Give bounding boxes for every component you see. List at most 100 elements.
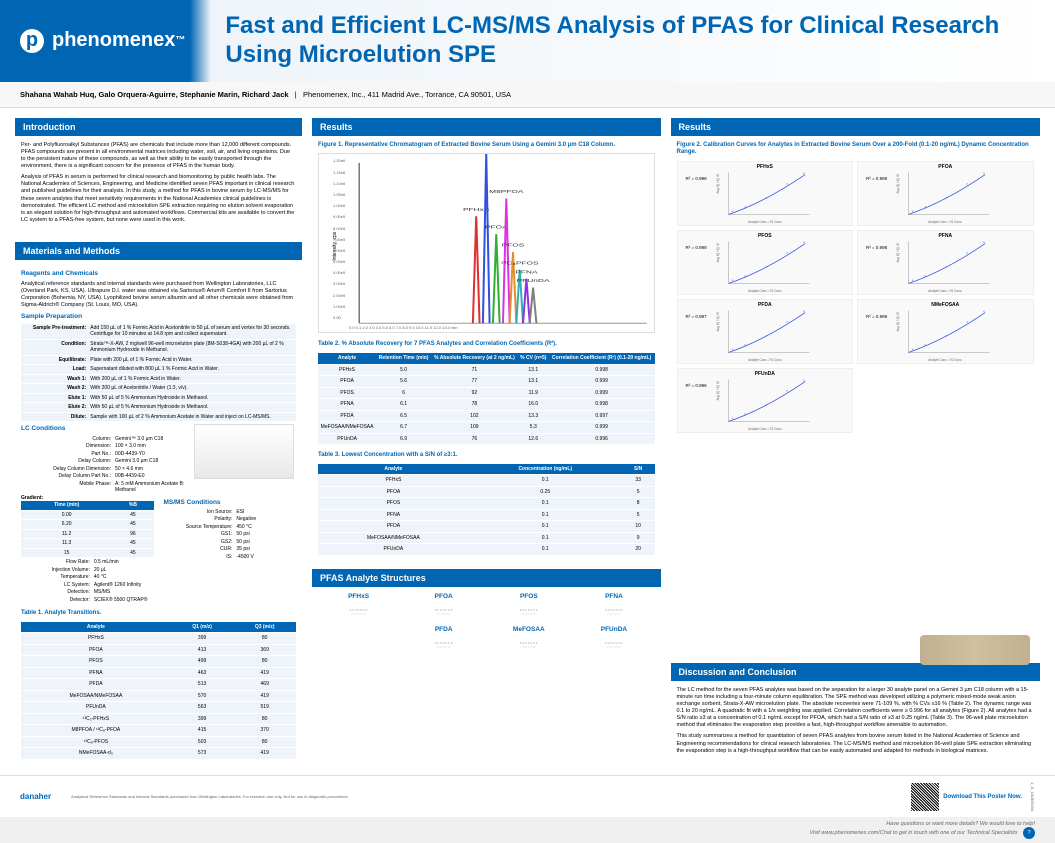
svg-text:×: × [765,403,767,407]
svg-text:×: × [924,343,926,347]
svg-text:PFNA: PFNA [515,270,538,275]
results2-section: Results Figure 2. Calibration Curves for… [671,118,1040,440]
help-link[interactable]: Visit www.phenomenex.com/Chat to get in … [810,830,1018,836]
results2-header: Results [671,118,1040,136]
structure-item: PFUnDAF F F F F F F⟋⟍⟋⟍⟋⟍⟋ [573,626,654,655]
svg-text:×: × [912,210,914,214]
svg-text:×: × [803,241,805,245]
brand-name: phenomenex [52,29,175,52]
discussion-section: Discussion and Conclusion The LC method … [671,663,1040,765]
svg-text:Analyte Conc. / IS Conc.: Analyte Conc. / IS Conc. [748,289,782,293]
fig1-caption: Figure 1. Representative Chromatogram of… [318,142,655,150]
fig2-caption: Figure 2. Calibration Curves for Analyte… [677,142,1034,158]
product-plate-image [194,424,294,479]
structure-item: PFOSF F F F F F F⟋⟍⟋⟍⟋⟍⟋ [488,593,569,622]
intro-header: Introduction [15,118,302,136]
recovery-table: AnalyteRetention Time (min)% Absolute Re… [318,353,655,444]
svg-text:×: × [765,334,767,338]
svg-text:×: × [731,279,733,283]
condition-row: Part No.:00D-4439-Y0 [21,451,192,458]
hplc-column-image [920,635,1030,665]
svg-text:×: × [786,251,788,255]
chrom-xaxis: 0.0 0.1 2.0 3.0 4.0 5.0 6.0 7.0 8.0 9.0 … [349,325,650,330]
svg-text:Avg IQ / IQ IS: Avg IQ / IQ IS [716,312,720,331]
svg-text:×: × [983,310,985,314]
svg-text:Analyte Conc. / IS Conc.: Analyte Conc. / IS Conc. [748,427,782,431]
logo-icon: p [20,29,44,53]
condition-row: GS1:50 psi [164,531,297,538]
sample-prep-row: Sample Pre-treatment:Add 150 µL of 1 % F… [21,324,296,339]
condition-row: Polarity:Negative [164,516,297,523]
reagents-heading: Reagents and Chemicals [21,270,296,278]
reagents-text: Analytical reference standards and inter… [21,281,296,310]
svg-text:M8PFOA: M8PFOA [489,190,524,195]
qr-download[interactable]: Download This Poster Now. [911,783,1022,811]
svg-text:Analyte Conc. / IS Conc.: Analyte Conc. / IS Conc. [748,358,782,362]
calibration-curve: PFUnDAR² = 0.996 × × × × × Analyte Conc.… [677,368,854,433]
discussion-para2: This study summarizes a method for quant… [677,733,1034,754]
svg-text:×: × [731,210,733,214]
svg-text:×: × [983,241,985,245]
doc-number: 1_S_191855194 [1030,782,1035,811]
svg-text:×: × [803,379,805,383]
svg-text:Analyte Conc. / IS Conc.: Analyte Conc. / IS Conc. [928,289,962,293]
condition-row: Detection:MS/MS [21,589,154,596]
svg-text:Analyte Conc. / IS Conc.: Analyte Conc. / IS Conc. [928,358,962,362]
svg-text:×: × [744,412,746,416]
svg-text:×: × [945,196,947,200]
svg-text:×: × [731,348,733,352]
svg-text:×: × [945,265,947,269]
svg-text:×: × [765,196,767,200]
svg-text:×: × [765,265,767,269]
svg-text:Analyte Conc. / IS Conc.: Analyte Conc. / IS Conc. [928,220,962,224]
sample-prep-row: Condition:Strata™-X-AW, 2 mg/well 96-wel… [21,340,296,355]
svg-text:×: × [731,417,733,421]
gradient-table: Time (min)%B0.00456.204511.29611.3451545 [21,501,154,557]
calibration-curve: PFHxSR² = 0.998 × × × × × Analyte Conc. … [677,161,854,226]
authors-bar: Shahana Wahab Huq, Galo Orquera-Aguirre,… [0,82,1055,108]
table2-caption: Table 2. % Absolute Recovery for 7 PFAS … [318,341,655,349]
danaher-logo: danaher [20,792,51,801]
calibration-curve: PFDAR² = 0.997 × × × × × Analyte Conc. /… [677,299,854,364]
condition-row: Dimension:100 × 3.0 mm [21,443,192,450]
condition-row: GS2:50 psi [164,539,297,546]
affiliation: Phenomenex, Inc., 411 Madrid Ave., Torra… [303,90,511,99]
svg-text:×: × [966,251,968,255]
svg-text:×: × [744,205,746,209]
intro-para1: Per- and Polyfluoroalkyl Substances (PFA… [21,142,296,171]
condition-row: Injection Volume:20 µL [21,567,154,574]
condition-row: CUR:35 psi [164,546,297,553]
svg-text:×: × [983,172,985,176]
sample-prep-heading: Sample Preparation [21,313,296,321]
chromatogram: Intensity, cps PFHxS¹³C₃PFHxSPFOAM8PFOAP… [318,153,655,333]
condition-row: Mobile Phase:A: 5 mM Ammonium Acetate B:… [21,481,192,494]
condition-row: IS:-4500 V [164,554,297,561]
svg-text:×: × [912,348,914,352]
svg-text:Avg IQ / IQ IS: Avg IQ / IQ IS [716,174,720,193]
sample-prep-row: Wash 2:With 200 µL of Acetonitrile / Wat… [21,384,296,393]
poster-title: Fast and Efficient LC-MS/MS Analysis of … [225,12,1035,70]
svg-text:×: × [924,205,926,209]
brand-logo: p phenomenex ™ [20,29,185,53]
svg-text:Avg IQ / IQ IS: Avg IQ / IQ IS [896,312,900,331]
svg-text:Avg IQ / IQ IS: Avg IQ / IQ IS [896,174,900,193]
analyte-transitions-table: AnalyteQ1 (m/z)Q3 (m/z)PFHxS39980PFOA413… [21,622,296,759]
sn-table: AnalyteConcentration (ng/mL)S/NPFHxS0.13… [318,464,655,555]
table3-caption: Table 3. Lowest Concentration with a S/N… [318,452,655,460]
condition-row: Detector:SCIEX® 5500 QTRAP® [21,597,154,604]
condition-row: Ion Source:ESI [164,509,297,516]
sample-prep-row: Wash 1:With 200 µL of 1 % Formic Acid in… [21,375,296,384]
svg-text:×: × [966,320,968,324]
methods-section: Materials and Methods Reagents and Chemi… [15,242,302,765]
condition-row: Delay Column:Gemini 3.0 µm C18 [21,458,192,465]
svg-text:PFOS: PFOS [502,244,525,249]
svg-text:×: × [924,274,926,278]
help-icon[interactable]: ? [1023,827,1035,839]
condition-row: LC System:Agilent® 1260 Infinity [21,582,154,589]
svg-text:PFUnDA: PFUnDA [517,279,551,284]
structure-item: PFNAF F F F F F F⟋⟍⟋⟍⟋⟍⟋ [573,593,654,622]
introduction-section: Introduction Per- and Polyfluoroalkyl Su… [15,118,302,235]
structure-item: PFDAF F F F F F F⟋⟍⟋⟍⟋⟍⟋ [403,626,484,655]
help-text: Have questions or want more details? We … [886,821,1035,827]
sample-prep-row: Elute 1:With 50 µL of 5 % Ammonium Hydro… [21,394,296,403]
